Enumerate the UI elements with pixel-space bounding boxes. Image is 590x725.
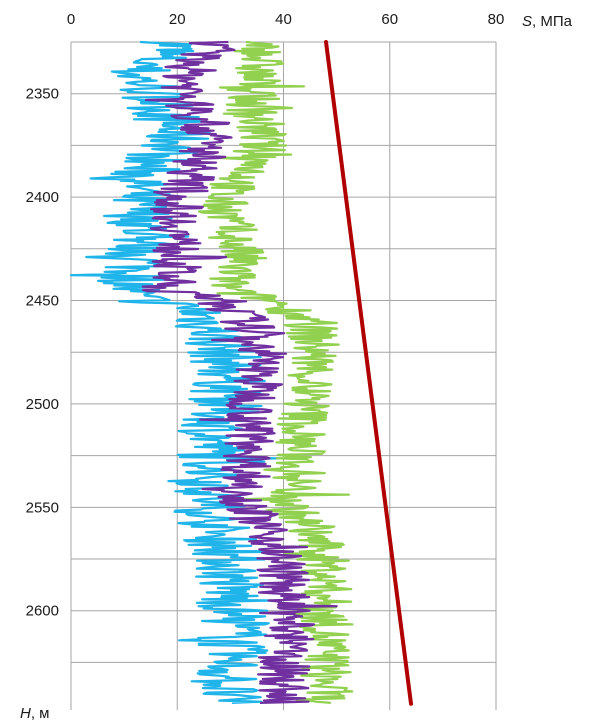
x-tick-label: 80 (488, 11, 505, 28)
series-line-3 (324, 40, 413, 706)
tick-labels: 0 20 40 60 80 2350 2400 2450 2500 2550 2600 (26, 11, 505, 620)
x-tick-label: 40 (275, 11, 292, 28)
y-tick-label: 2600 (26, 603, 59, 620)
y-tick-label: 2450 (26, 293, 59, 310)
x-axis-unit: , МПа (532, 13, 573, 30)
x-tick-label: 20 (169, 11, 186, 28)
series-line-0 (69, 40, 290, 704)
y-tick-label: 2550 (26, 499, 59, 516)
y-tick-label: 2500 (26, 396, 59, 413)
x-tick-label: 0 (67, 11, 75, 28)
y-axis-var: H (20, 705, 31, 720)
series-group (69, 40, 413, 706)
x-axis-var: S (522, 13, 532, 30)
grid (70, 41, 497, 710)
y-tick-label: 2350 (26, 86, 59, 103)
series-line-2 (141, 40, 338, 704)
x-axis-title: S, МПа (522, 13, 573, 30)
y-axis-title: H, м (20, 705, 50, 720)
x-tick-label: 60 (381, 11, 398, 28)
y-axis-unit: , м (31, 705, 50, 720)
y-tick-label: 2400 (26, 189, 59, 206)
series-line-1 (197, 40, 354, 704)
